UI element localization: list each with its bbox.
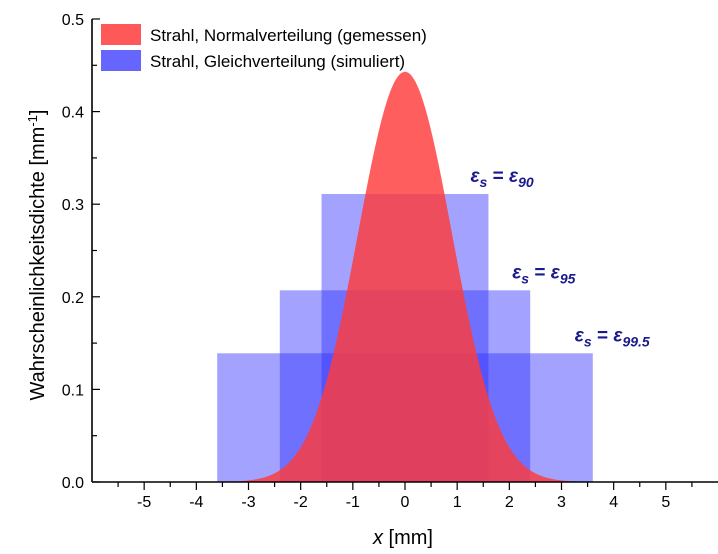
gaussian-area: [92, 71, 718, 482]
x-axis-title: x [mm]: [372, 527, 433, 549]
x-tick-label: -1: [346, 494, 360, 511]
x-tick-label: -4: [189, 494, 203, 511]
gaussian-curve: [92, 71, 718, 482]
y-axis-label-close: ]: [27, 110, 49, 116]
y-tick-label: 0.4: [62, 105, 84, 122]
y-tick-label: 0.1: [62, 382, 84, 399]
legend-swatch-uniform: [101, 50, 141, 71]
annotation-part: ε: [512, 262, 522, 283]
annotation-part: 99.5: [622, 333, 649, 349]
x-axis-unit: [mm]: [383, 527, 433, 549]
y-axis-label: Wahrscheinlichkeitsdichte [mm: [27, 127, 49, 401]
annotation-part: =: [529, 262, 551, 283]
x-tick-label: 1: [453, 494, 462, 511]
y-tick-label: 0.2: [62, 290, 84, 307]
annotation-part: 90: [518, 174, 534, 190]
y-axis-label-sup: -1: [25, 115, 40, 127]
y-axis-title: Wahrscheinlichkeitsdichte [mm-1]: [25, 110, 50, 401]
x-tick-label: -2: [294, 494, 308, 511]
annotation-part: =: [592, 325, 614, 346]
axes: [91, 18, 718, 490]
x-tick-label: 5: [661, 494, 670, 511]
annotation-part: ε: [509, 166, 519, 187]
legend-label-normal: Strahl, Normalverteilung (gemessen): [150, 26, 427, 45]
legend-label-uniform: Strahl, Gleichverteilung (simuliert): [150, 52, 405, 71]
annotation-part: ε: [551, 262, 561, 283]
annotation-part: s: [584, 333, 592, 349]
annotation-part: ε: [575, 325, 585, 346]
annotation-part: =: [487, 166, 509, 187]
annotation-part: ε: [613, 325, 623, 346]
x-tick-label: 0: [401, 494, 410, 511]
epsilon-annotation-1: εs = ε95: [512, 262, 575, 286]
x-tick-label: 2: [505, 494, 514, 511]
legend-swatch-normal: [101, 24, 141, 45]
tick-labels: 0.0 0.1 0.2 0.3 0.4 0.5 -5 -4 -3 -2 -1 0 1 2 3 4 5: [62, 12, 671, 511]
y-tick-label: 0.0: [62, 475, 84, 492]
x-axis-variable: x: [372, 527, 384, 549]
annotation-part: s: [521, 270, 529, 286]
y-tick-label: 0.5: [62, 12, 84, 29]
legend: Strahl, Normalverteilung (gemessen) Stra…: [101, 24, 427, 71]
y-tick-label: 0.3: [62, 197, 84, 214]
annotation-part: ε: [470, 166, 480, 187]
annotation-part: 95: [560, 270, 576, 286]
x-tick-label: -3: [241, 494, 255, 511]
x-tick-label: 3: [557, 494, 566, 511]
annotation-part: s: [480, 174, 488, 190]
epsilon-annotation-0: εs = ε90: [470, 166, 533, 190]
x-tick-label: 4: [609, 494, 618, 511]
x-tick-label: -5: [137, 494, 151, 511]
epsilon-annotation-2: εs = ε99.5: [575, 325, 650, 349]
